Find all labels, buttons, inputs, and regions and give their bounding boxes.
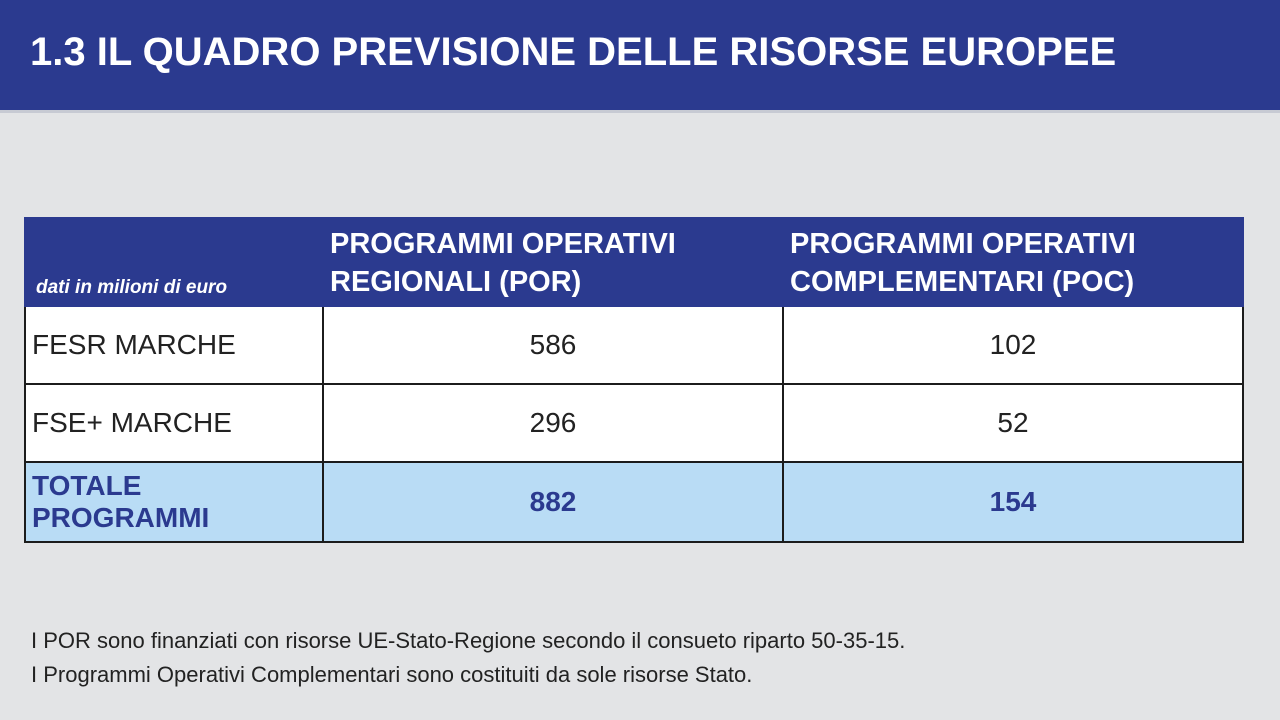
- column-header-line: COMPLEMENTARI (POC): [790, 266, 1135, 298]
- column-header-poc: PROGRAMMI OPERATIVI COMPLEMENTARI (POC): [782, 217, 1244, 307]
- row-label: FESR MARCHE: [24, 305, 324, 385]
- table-header-row: dati in milioni di euro PROGRAMMI OPERAT…: [24, 217, 1244, 307]
- page-title: 1.3 IL QUADRO PREVISIONE DELLE RISORSE E…: [30, 30, 1117, 74]
- footnotes: I POR sono finanziati con risorse UE-Sta…: [31, 624, 905, 692]
- footnote: I Programmi Operativi Complementari sono…: [31, 662, 753, 687]
- unit-label: dati in milioni di euro: [24, 217, 324, 307]
- total-por: 882: [322, 461, 784, 543]
- column-header-line: PROGRAMMI OPERATIVI: [330, 228, 676, 260]
- table-row: FESR MARCHE 586 102: [24, 305, 1244, 385]
- cell-por: 296: [322, 383, 784, 463]
- total-label: TOTALE PROGRAMMI: [24, 461, 324, 543]
- total-poc: 154: [782, 461, 1244, 543]
- page-header: 1.3 IL QUADRO PREVISIONE DELLE RISORSE E…: [0, 0, 1280, 113]
- cell-poc: 52: [782, 383, 1244, 463]
- column-header-por: PROGRAMMI OPERATIVI REGIONALI (POR): [322, 217, 784, 307]
- row-label: FSE+ MARCHE: [24, 383, 324, 463]
- table-row: FSE+ MARCHE 296 52: [24, 383, 1244, 463]
- cell-por: 586: [322, 305, 784, 385]
- resources-table: dati in milioni di euro PROGRAMMI OPERAT…: [24, 217, 1244, 543]
- cell-poc: 102: [782, 305, 1244, 385]
- column-header-line: REGIONALI (POR): [330, 266, 582, 298]
- footnote: I POR sono finanziati con risorse UE-Sta…: [31, 628, 906, 653]
- column-header-line: PROGRAMMI OPERATIVI: [790, 228, 1136, 260]
- table-total-row: TOTALE PROGRAMMI 882 154: [24, 461, 1244, 543]
